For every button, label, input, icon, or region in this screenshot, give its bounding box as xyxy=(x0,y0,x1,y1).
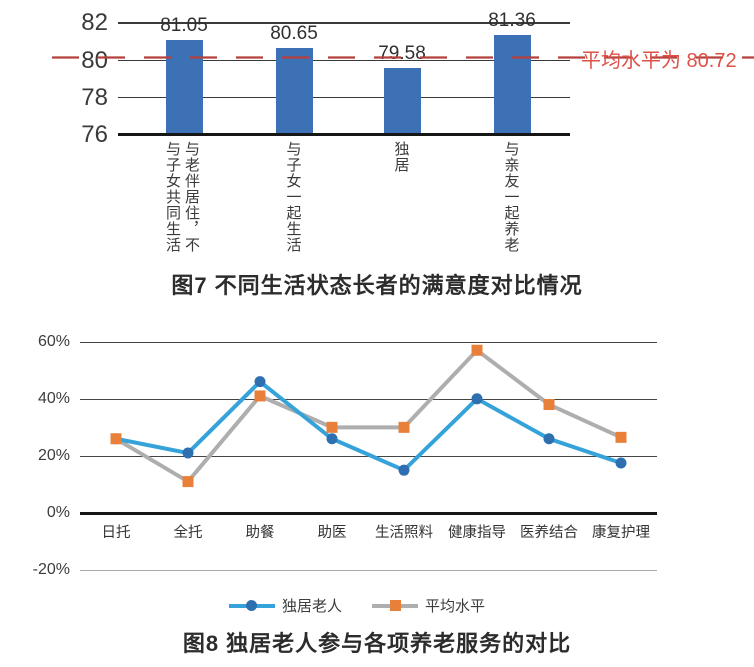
legend-item-solitary-elderly: 独居老人 xyxy=(228,595,342,616)
y-tick-82: 82 xyxy=(81,9,108,36)
bar-3 xyxy=(493,34,531,134)
marker-circle-助餐 xyxy=(254,376,266,388)
y-tick-80: 80 xyxy=(81,46,108,74)
marker-circle-医养结合 xyxy=(543,433,555,445)
y-tick-40pct: 40% xyxy=(37,390,70,407)
x-axis-baseline xyxy=(118,132,570,136)
gridline-80 xyxy=(118,59,570,62)
blue-line-circle-marker-icon xyxy=(228,599,275,612)
legend-label: 平均水平 xyxy=(425,598,486,615)
category-label-0: 日托 xyxy=(101,525,131,541)
average-annotation: 平均水平为 80.72 xyxy=(581,50,737,72)
legend-item-average-level: 平均水平 xyxy=(372,595,485,616)
x-axis-baseline-0pct xyxy=(80,511,657,515)
legend-label: 独居老人 xyxy=(281,598,342,615)
marker-circle-日托 xyxy=(110,433,122,445)
gray-line-square-marker-icon xyxy=(372,599,418,612)
category-label-2: 助餐 xyxy=(245,525,275,541)
bar-value-label: 79.58 xyxy=(378,42,426,64)
marker-circle-康复护理 xyxy=(615,457,627,469)
marker-circle-助医 xyxy=(326,433,338,445)
gridline-minus20pct xyxy=(80,569,657,572)
gridline-78 xyxy=(118,97,570,99)
bar-value-label: 81.05 xyxy=(160,15,208,37)
y-tick-0pct: 0% xyxy=(46,504,70,521)
category-label-3: 助医 xyxy=(317,525,347,541)
bar-2 xyxy=(383,67,421,134)
y-tick-60pct: 60% xyxy=(37,333,70,350)
marker-square-生活照料 xyxy=(398,421,410,433)
series-line-average xyxy=(114,347,622,485)
x-category-label-3: 与亲友一起养老 xyxy=(502,141,520,253)
gridline-40pct xyxy=(80,398,657,401)
marker-square-助医 xyxy=(326,421,338,433)
marker-square-康复护理 xyxy=(615,431,627,443)
bar-1 xyxy=(275,47,313,134)
y-tick-78: 78 xyxy=(81,84,108,111)
y-tick-minus20pct: -20% xyxy=(32,561,70,578)
figure7-caption: 图7 不同生活状态长者的满意度对比情况 xyxy=(171,273,583,298)
category-label-1: 全托 xyxy=(173,525,203,541)
marker-square-健康指导 xyxy=(471,344,483,356)
gridline-20pct xyxy=(80,456,657,458)
gridline-82 xyxy=(118,22,570,24)
marker-square-日托 xyxy=(110,433,122,445)
category-label-6: 医养结合 xyxy=(520,525,578,541)
y-tick-20pct: 20% xyxy=(37,447,70,464)
x-category-label-2: 独居 xyxy=(392,141,410,173)
bar-0 xyxy=(165,40,203,134)
marker-circle-生活照料 xyxy=(398,464,410,476)
category-label-4: 生活照料 xyxy=(375,525,433,541)
gridline-60pct xyxy=(80,341,657,343)
chart-legend: 独居老人 平均水平 xyxy=(0,595,714,616)
y-tick-76: 76 xyxy=(81,121,108,148)
x-category-label-0: 与老伴居住，不 与子女共同生活 xyxy=(164,141,200,253)
figure8-caption: 图8 独居老人参与各项养老服务的对比 xyxy=(182,631,572,656)
category-label-7: 康复护理 xyxy=(592,525,650,541)
bar-value-label: 80.65 xyxy=(270,22,318,44)
category-label-5: 健康指导 xyxy=(448,525,506,541)
x-category-label-1: 与子女一起生活 xyxy=(284,141,302,253)
marker-square-全托 xyxy=(182,476,194,488)
marker-square-医养结合 xyxy=(543,399,555,411)
bar-value-label: 81.36 xyxy=(488,9,536,31)
